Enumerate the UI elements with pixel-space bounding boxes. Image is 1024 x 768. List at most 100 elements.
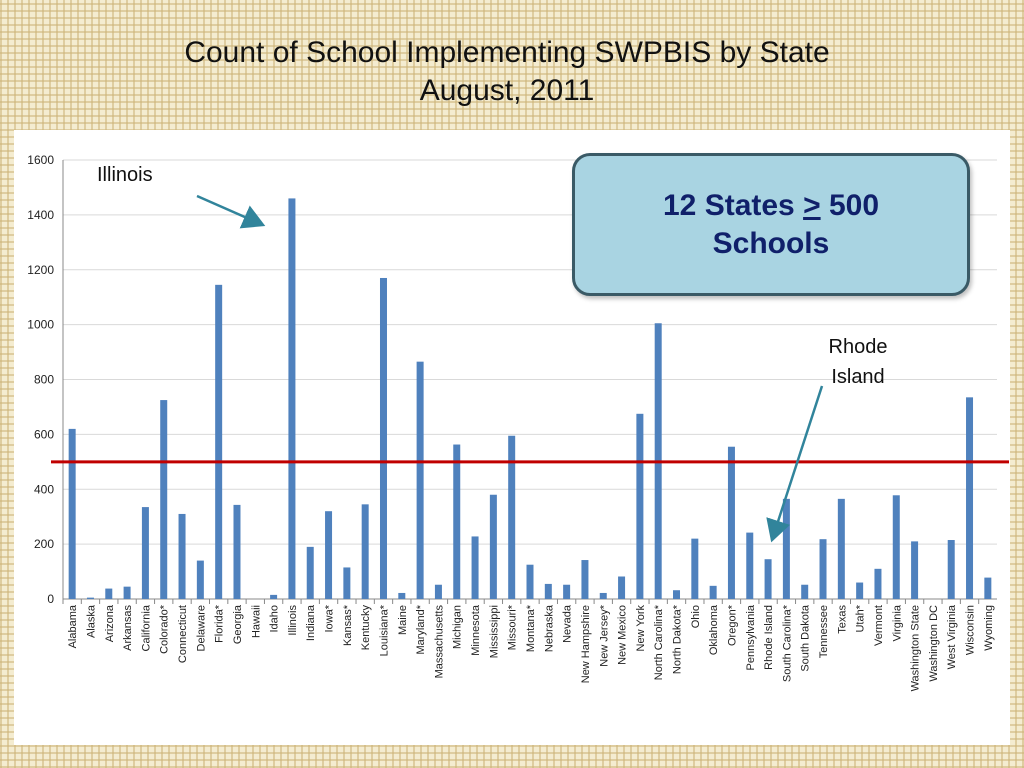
- x-tick-label: Pennsylvania: [745, 604, 757, 670]
- bar: [270, 594, 278, 599]
- x-tick-label: Mississippi: [488, 605, 500, 658]
- bar: [709, 585, 717, 599]
- bar: [416, 361, 424, 599]
- y-tick-label: 1200: [27, 263, 54, 277]
- bar: [526, 564, 534, 599]
- x-tick-label: Arizona: [104, 604, 116, 642]
- bar: [123, 586, 131, 599]
- arrow-rhode-island: [766, 385, 824, 543]
- x-tick-label: Wyoming: [983, 605, 995, 651]
- bar: [984, 577, 992, 599]
- x-tick-label: California: [140, 604, 152, 651]
- bar: [819, 539, 827, 599]
- bar: [746, 532, 754, 599]
- x-tick-label: Kentucky: [360, 605, 372, 651]
- title-line-1: Count of School Implementing SWPBIS by S…: [184, 36, 830, 69]
- bar: [856, 582, 864, 599]
- bar: [434, 584, 442, 599]
- bar: [196, 560, 204, 599]
- title-line-2: August, 2011: [419, 74, 595, 107]
- bar: [874, 568, 882, 599]
- x-tick-label: Louisiana*: [378, 604, 390, 656]
- bar: [379, 277, 387, 599]
- bar: [141, 507, 149, 599]
- x-tick-label: South Dakota: [800, 604, 812, 672]
- bar: [673, 590, 681, 599]
- bar: [453, 444, 461, 599]
- bar: [361, 504, 369, 599]
- bar: [782, 498, 790, 599]
- bar: [837, 498, 845, 599]
- arrow-illinois: [196, 194, 266, 229]
- x-tick-label: Iowa*: [324, 604, 336, 632]
- bar: [508, 435, 516, 599]
- x-tick-label: Kansas*: [342, 604, 354, 646]
- x-tick-label: Massachusetts: [433, 605, 445, 679]
- x-tick-label: West Virginia: [946, 604, 958, 669]
- bar: [947, 540, 955, 599]
- y-tick-label: 400: [34, 482, 54, 496]
- x-tick-label: Wisconsin: [965, 605, 977, 655]
- bar: [966, 397, 974, 599]
- x-tick-label: Connecticut: [177, 605, 189, 663]
- bar: [599, 592, 607, 599]
- y-tick-label: 0: [47, 592, 54, 606]
- x-tick-label: Montana*: [525, 604, 537, 652]
- x-tick-label: South Carolina*: [781, 604, 793, 682]
- bar: [764, 559, 772, 599]
- x-tick-label: Washington DC: [928, 605, 940, 682]
- bar: [343, 567, 351, 599]
- x-tick-label: Idaho: [269, 605, 281, 633]
- x-tick-label: Indiana: [305, 604, 317, 641]
- callout-line-1: 12 States > 500: [662, 188, 879, 222]
- x-tick-label: Vermont: [873, 605, 885, 646]
- bar: [325, 511, 333, 599]
- x-tick-label: North Carolina*: [653, 604, 665, 680]
- x-tick-label: Virginia: [891, 604, 903, 641]
- x-tick-label: Nevada: [562, 604, 574, 643]
- bar: [471, 536, 479, 599]
- x-tick-label: Maine: [397, 605, 409, 635]
- y-tick-label: 800: [34, 373, 54, 387]
- x-tick-label: Colorado*: [159, 604, 171, 654]
- x-tick-label: Nebraska: [543, 604, 555, 652]
- x-tick-label: Rhode Island: [763, 605, 775, 670]
- bar: [544, 583, 552, 599]
- x-tick-label: Tennessee: [818, 605, 830, 658]
- bar: [892, 495, 900, 599]
- bar: [581, 560, 589, 599]
- x-tick-label: Michigan: [452, 605, 464, 649]
- x-tick-label: Arkansas: [122, 605, 134, 651]
- x-tick-label: Florida*: [214, 604, 226, 643]
- x-tick-label: Missouri*: [507, 604, 519, 650]
- x-tick-label: Utah*: [855, 604, 867, 632]
- bar: [398, 592, 406, 599]
- x-tick-label: Georgia: [232, 604, 244, 644]
- y-tick-label: 600: [34, 427, 54, 441]
- bar: [288, 198, 296, 599]
- callout-box: 12 States > 500 Schools: [572, 153, 970, 296]
- bar: [563, 584, 571, 599]
- bar: [306, 546, 314, 599]
- x-tick-label: Minnesota: [470, 604, 482, 656]
- annotation-illinois: Illinois: [97, 164, 153, 186]
- x-tick-label: Delaware: [195, 605, 207, 651]
- x-tick-label: Alaska: [85, 604, 97, 638]
- x-tick-label: New Jersey*: [598, 604, 610, 666]
- x-tick-label: Maryland*: [415, 604, 427, 654]
- x-tick-label: New Mexico: [617, 605, 629, 665]
- bar: [160, 400, 168, 599]
- bar-chart: 0 200 400 600 800 1000 1200 1400 1600 Alabama Alas…: [27, 153, 1009, 691]
- bar: [911, 541, 919, 599]
- x-tick-label: Hawaii: [250, 605, 262, 638]
- callout-symbol: >: [803, 188, 821, 222]
- bar: [68, 428, 76, 599]
- x-tick-label: New York: [635, 605, 647, 652]
- y-tick-label: 200: [34, 537, 54, 551]
- y-tick-label: 1000: [27, 318, 54, 332]
- x-tick-label: Texas: [836, 605, 848, 634]
- callout-line-2: Schools: [712, 226, 830, 260]
- x-tick-label: Oklahoma: [708, 604, 720, 655]
- y-tick-label: 1400: [27, 208, 54, 222]
- bar: [727, 446, 735, 599]
